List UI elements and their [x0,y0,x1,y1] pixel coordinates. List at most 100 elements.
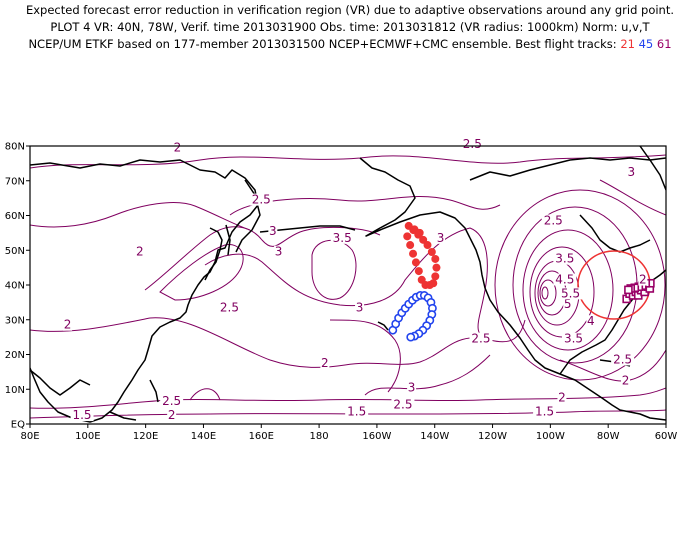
contour-label: 2.5 [162,394,181,408]
coast-hawaii [377,321,389,331]
contour-label-bg [436,231,446,244]
coast-na-west [469,237,666,421]
contour-label: 2 [168,408,176,422]
track-61-point [624,285,633,295]
track-21-point [432,263,441,272]
contour-label-bg [249,193,273,206]
contour-label-bg [70,409,94,422]
coast-philippines [149,379,159,403]
contour-3-5-oval [311,240,357,300]
contour-label: 2 [174,140,182,154]
contour-atl-3 [522,229,614,351]
contour-label-bg [541,214,565,227]
contour-2-5-small [189,388,221,401]
lon-tick-label: 140E [191,431,216,442]
coast-se-asia [30,369,91,396]
contour-label-bg [172,141,182,154]
contour-2-mid [30,317,471,368]
contour-1-5-south [30,409,666,419]
track-21-point [404,221,413,230]
contour-label: 3 [356,300,364,314]
contour-label: 2 [622,373,630,387]
lat-tick-label: 40N [5,281,25,292]
coast-sakhalin [225,224,231,256]
contour-3-west [144,226,381,291]
contour-label-bg [355,301,365,314]
lat-tick-label: 70N [5,176,25,187]
contour-label: 2.5 [471,332,490,346]
lon-tick-label: 120W [478,431,507,442]
contour-label-bg [563,297,573,310]
coast-asia [30,159,259,423]
lat-tick-label: 20N [5,350,25,361]
track-21-point [411,258,420,267]
contour-label: 2 [136,245,144,259]
lat-tick-label: 10N [5,385,25,396]
contour-label: 2 [558,391,566,405]
flight-track-45 [388,291,437,342]
contour-label: 2.5 [613,352,632,366]
contour-label-bg [561,332,585,345]
track-21-point [427,247,436,256]
contour-ne-atlantic [599,179,666,216]
track-21-point [429,279,438,288]
contour-label: 2.5 [393,398,412,412]
contour-label-bg [167,409,177,422]
track-21-point [403,232,412,241]
plot-title-line-1: Expected forecast error reduction in ver… [25,3,675,17]
track-label-21: 21 [620,37,635,51]
contour-2-asia [30,202,251,231]
contour-label: 2.5 [220,300,239,314]
lat-tick-label: 60N [5,211,25,222]
contour-2-5-lower [364,354,491,396]
contour-label: 3.5 [564,332,583,346]
coast-hudson-bay [579,214,651,253]
contour-label-bg [268,224,278,237]
contour-label-bg [330,231,354,244]
contour-label-bg [391,398,415,411]
contour-label-bg [460,138,484,150]
lat-tick-label: EQ [11,420,25,431]
contour-label: 2.5 [463,137,482,151]
contour-label-bg [469,332,493,345]
lon-tick-label: 160E [249,431,274,442]
contour-label-bg [63,318,73,331]
coast-canada-north [469,157,666,181]
contour-label: 4 [587,314,595,328]
contour-label-bg [217,301,241,314]
track-21-point [431,254,440,263]
track-45-point [406,332,416,342]
lat-tick-label: 80N [5,142,25,153]
track-21-point [415,228,424,237]
track-21-point [414,267,423,276]
contour-label: 3 [275,245,283,259]
lat-tick-label: 30N [5,315,25,326]
contour-label: 2.5 [544,213,563,227]
lon-tick-label: 120E [133,431,158,442]
contour-label-bg [135,245,145,258]
contour-label: 2 [64,318,72,332]
contour-label-bg [320,356,330,369]
contour-label: 3.5 [555,252,574,266]
contour-label-bg [621,374,631,387]
lon-tick-label: 140W [420,431,449,442]
contour-atl-2 [494,189,666,381]
contour-label: 1.5 [535,405,554,419]
lon-tick-label: 80E [20,431,39,442]
contour-label: 2 [639,273,647,287]
contour-label-bg [407,381,417,394]
longitude-axis: 80E 100E 120E 140E 160E 180 160W 140W 120W 100W 80… [20,424,677,442]
lon-tick-label: 160W [362,431,391,442]
contour-2-south [30,387,666,409]
latitude-axis: EQ 10N 20N 30N 40N 50N 60N 70N 80N [5,142,30,431]
track-21-point [431,272,440,281]
contour-label-bg [626,165,636,178]
lon-tick-label: 100E [75,431,100,442]
coast-alaska [359,157,471,239]
contour-3-loop [159,244,244,301]
coast-japan [204,227,223,281]
plot-title-line-2: PLOT 4 VR: 40N, 78W, Verif. time 2013031… [50,20,650,34]
lon-tick-label: 80W [597,431,620,442]
